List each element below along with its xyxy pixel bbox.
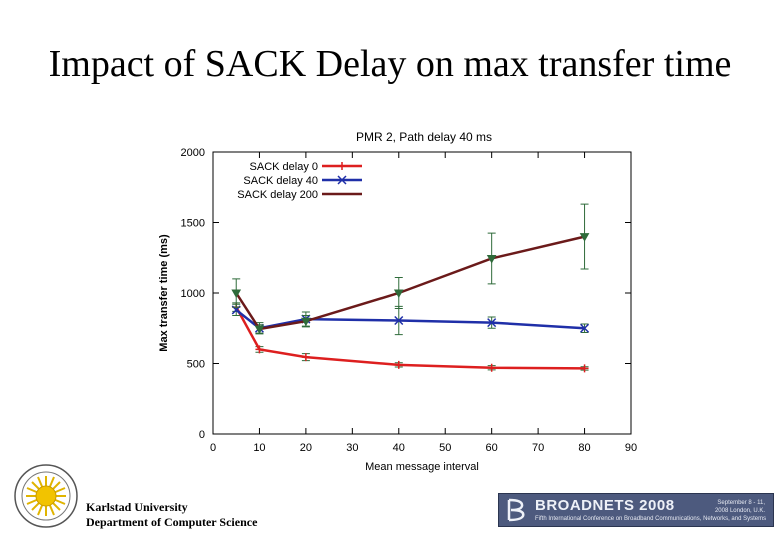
x-tick-label: 30 bbox=[346, 442, 358, 454]
data-point bbox=[580, 364, 589, 373]
data-point bbox=[301, 353, 310, 362]
x-tick-label: 40 bbox=[393, 442, 405, 454]
data-point bbox=[487, 363, 496, 372]
y-tick-label: 0 bbox=[199, 429, 205, 441]
banner-date: September 8 - 11, 2008 London, U.K. bbox=[714, 500, 765, 514]
x-tick-label: 90 bbox=[625, 442, 637, 454]
conference-banner: BROADNETS 2008 Fifth International Confe… bbox=[498, 493, 774, 527]
x-tick-label: 80 bbox=[578, 442, 590, 454]
chart-title: PMR 2, Path delay 40 ms bbox=[356, 130, 492, 144]
university-name: Karlstad University bbox=[86, 500, 188, 514]
y-tick-label: 500 bbox=[187, 359, 205, 371]
data-point bbox=[231, 289, 242, 299]
legend-label: SACK delay 0 bbox=[250, 161, 318, 173]
data-point bbox=[579, 233, 590, 242]
data-point bbox=[394, 360, 403, 369]
y-axis-label: Max transfer time (ms) bbox=[158, 234, 170, 352]
banner-subtitle: Fifth International Conference on Broadb… bbox=[535, 516, 767, 522]
y-tick-label: 1500 bbox=[181, 218, 205, 230]
y-tick-label: 1000 bbox=[181, 288, 205, 300]
series-line bbox=[235, 306, 585, 370]
department-name: Department of Computer Science bbox=[86, 515, 258, 529]
data-point bbox=[301, 317, 311, 327]
x-tick-label: 20 bbox=[300, 442, 312, 454]
x-axis-label: Mean message interval bbox=[365, 461, 479, 473]
data-point bbox=[337, 175, 347, 185]
banner-name: BROADNETS 2008 bbox=[535, 497, 675, 514]
x-tick-label: 10 bbox=[253, 442, 265, 454]
x-tick-label: 60 bbox=[486, 442, 498, 454]
data-point bbox=[393, 289, 404, 299]
data-point bbox=[338, 162, 346, 170]
series-line bbox=[235, 308, 585, 330]
x-tick-label: 50 bbox=[439, 442, 451, 454]
slide-title: Impact of SACK Delay on max transfer tim… bbox=[48, 43, 732, 85]
data-point bbox=[487, 318, 497, 328]
university-seal-logo bbox=[14, 464, 78, 528]
x-tick-label: 0 bbox=[210, 442, 216, 454]
data-point bbox=[486, 254, 497, 264]
broadnets-b-icon bbox=[507, 498, 525, 522]
series-line bbox=[235, 235, 585, 331]
data-point bbox=[394, 315, 404, 326]
y-tick-label: 2000 bbox=[181, 147, 205, 159]
transfer-time-chart: 0 500 1000 1500 2000 0 10 20 30 40 50 60 70 80 90 PMR 2… bbox=[158, 130, 637, 473]
data-point bbox=[254, 325, 265, 334]
legend-label: SACK delay 200 bbox=[237, 189, 318, 201]
legend-label: SACK delay 40 bbox=[243, 175, 318, 187]
data-point bbox=[580, 323, 590, 333]
x-tick-label: 70 bbox=[532, 442, 544, 454]
data-point bbox=[255, 345, 264, 354]
